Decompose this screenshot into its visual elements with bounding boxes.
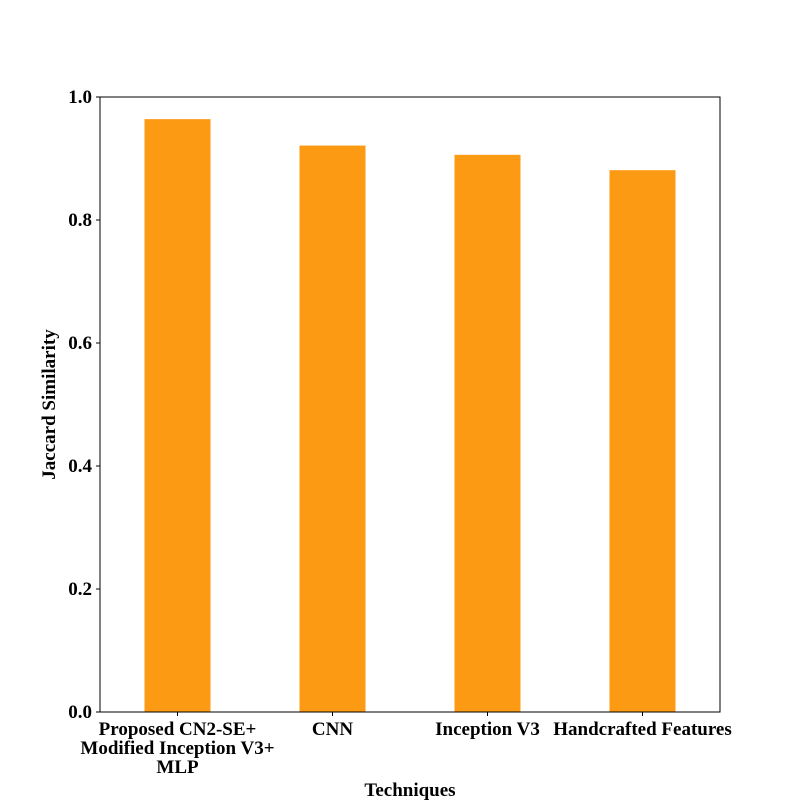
x-tick-label-0: Proposed CN2-SE+ Modified Inception V3+ ML…	[80, 719, 274, 778]
bar-1	[299, 145, 366, 712]
bar-3	[609, 170, 676, 712]
x-tick-label-2: Inception V3	[435, 719, 540, 740]
x-tick-label-line: Handcrafted Features	[553, 719, 732, 740]
x-tick-label-line: MLP	[156, 757, 199, 778]
y-axis-ticks: 0.0 0.2 0.4 0.6 0.8 1.0	[68, 87, 100, 723]
y-tick-label-3: 0.6	[68, 333, 92, 354]
x-tick-label-3: Handcrafted Features	[553, 719, 732, 740]
y-tick-label-1: 0.2	[68, 579, 92, 600]
bar-0	[144, 119, 211, 712]
y-tick-label-0: 0.0	[68, 702, 92, 723]
y-tick-label-5: 1.0	[68, 87, 92, 108]
y-tick-label-4: 0.8	[68, 210, 92, 231]
bar-2	[454, 154, 521, 712]
x-tick-label-line: CNN	[312, 719, 353, 740]
x-tick-label-1: CNN	[312, 719, 353, 740]
x-tick-label-line: Proposed CN2-SE+	[99, 719, 257, 740]
y-axis-label: Jaccard Similarity	[39, 329, 60, 480]
x-axis-ticks: Proposed CN2-SE+ Modified Inception V3+ ML…	[80, 712, 732, 778]
x-axis-label: Techniques	[364, 780, 455, 800]
y-tick-label-2: 0.4	[68, 456, 92, 477]
plot-frame	[99, 96, 721, 713]
bars-group	[144, 119, 676, 712]
x-tick-label-line: Inception V3	[435, 719, 540, 740]
x-tick-label-line: Modified Inception V3+	[80, 738, 274, 759]
